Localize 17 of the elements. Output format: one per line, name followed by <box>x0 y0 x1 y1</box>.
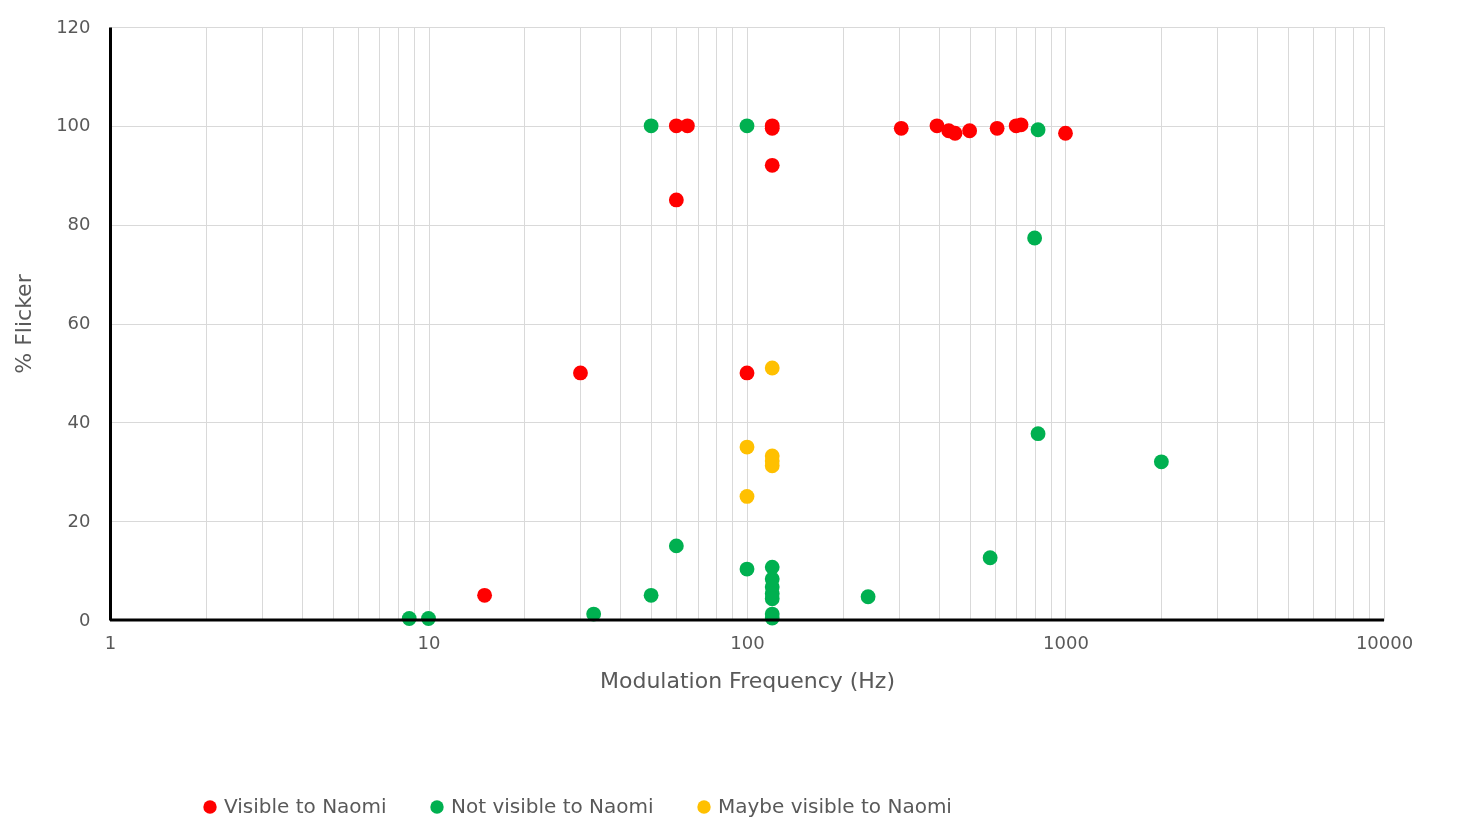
legend-label: Visible to Naomi <box>224 794 387 818</box>
y-tick-label: 60 <box>67 312 91 333</box>
x-tick-label: 1 <box>104 631 117 653</box>
x-tick-label: 10 <box>417 631 441 653</box>
y-tick-label: 100 <box>56 114 91 136</box>
y-tick-label: 40 <box>67 410 91 432</box>
y-axis-title: % Flicker <box>11 273 37 374</box>
x-tick-label: 10000 <box>1355 631 1414 653</box>
y-tick-label: 0 <box>79 608 91 630</box>
x-tick-label: 1000 <box>1043 631 1089 653</box>
y-tick-label: 80 <box>67 213 91 235</box>
y-tick-label: 20 <box>67 509 91 531</box>
legend-label: Not visible to Naomi <box>451 794 654 818</box>
x-tick-label: 100 <box>730 631 765 653</box>
legend-label: Maybe visible to Naomi <box>718 794 952 818</box>
x-axis-title: Modulation Frequency (Hz) <box>600 667 895 693</box>
y-tick-label: 120 <box>56 15 91 37</box>
